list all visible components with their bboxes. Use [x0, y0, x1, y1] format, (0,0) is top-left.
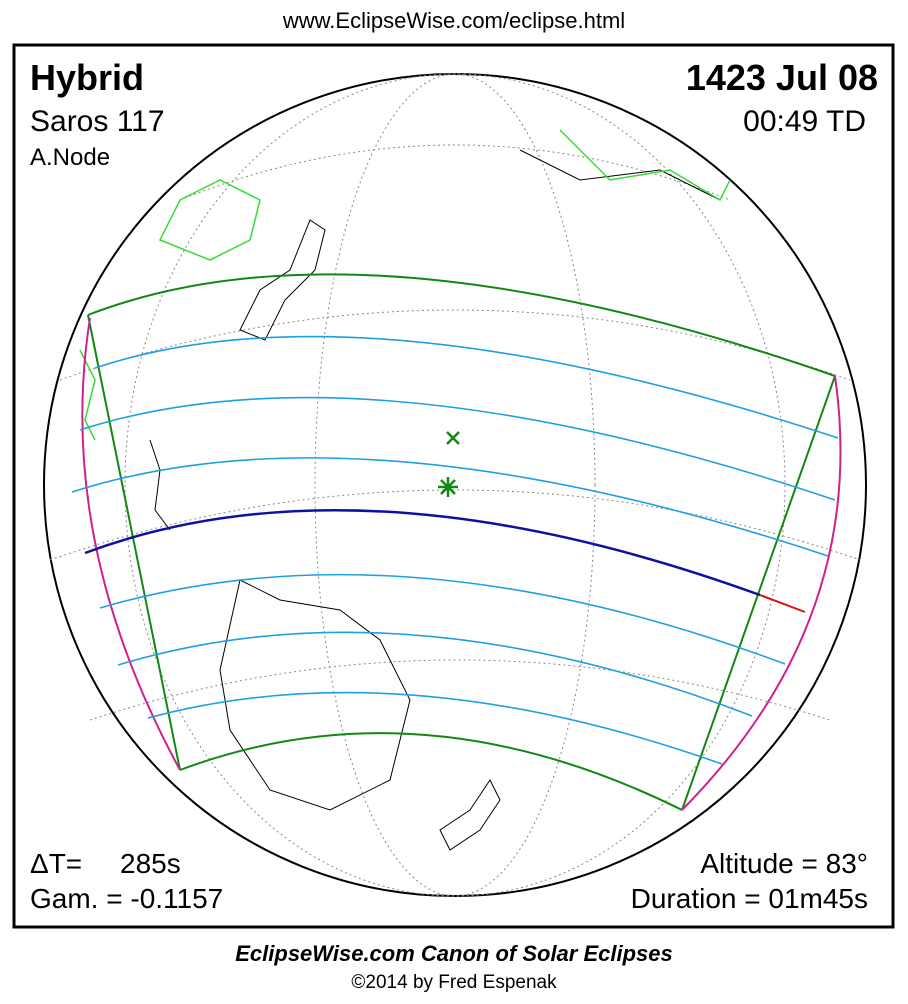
node: A.Node [30, 144, 110, 171]
delta-t-label: ΔT= [30, 848, 82, 879]
copyright: ©2014 by Fred Espenak [351, 972, 557, 993]
time: 00:49 TD [743, 105, 866, 138]
saros: Saros 117 [30, 105, 165, 138]
globe [43, 73, 867, 897]
eclipse-type: Hybrid [30, 57, 144, 98]
altitude: Altitude = 83° [700, 848, 868, 879]
url: www.EclipseWise.com/eclipse.html [282, 8, 625, 33]
delta-t: 285s [120, 848, 181, 879]
date: 1423 Jul 08 [686, 57, 878, 98]
gamma: Gam. = -0.1157 [30, 883, 223, 914]
footer-title: EclipseWise.com Canon of Solar Eclipses [235, 941, 673, 966]
duration: Duration = 01m45s [631, 883, 868, 914]
